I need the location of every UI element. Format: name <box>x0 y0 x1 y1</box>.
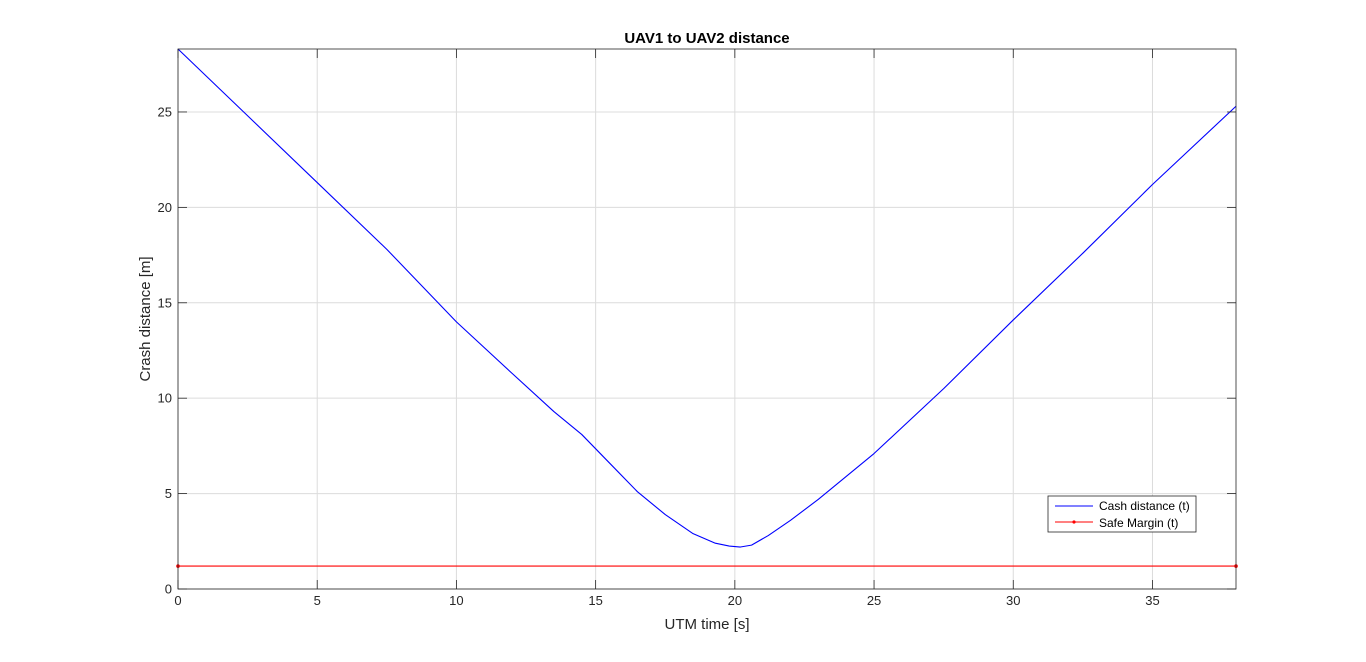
x-tick-label: 30 <box>1006 593 1020 608</box>
y-tick-label: 0 <box>165 582 172 597</box>
y-tick-label: 15 <box>158 295 172 310</box>
y-tick-label: 20 <box>158 200 172 215</box>
x-axis-label: UTM time [s] <box>665 616 750 633</box>
series-layer <box>176 48 1238 568</box>
chart-title: UAV1 to UAV2 distance <box>624 30 789 47</box>
y-tick-label: 25 <box>158 104 172 119</box>
y-axis-label: Crash distance [m] <box>137 256 154 381</box>
x-tick-label: 15 <box>588 593 602 608</box>
x-tick-label: 0 <box>174 593 181 608</box>
legend-marker-safe-margin <box>1072 520 1076 524</box>
legend: Cash distance (t) Safe Margin (t) <box>1047 495 1197 533</box>
x-tick-label: 20 <box>728 593 742 608</box>
x-tick-label: 25 <box>867 593 881 608</box>
axes-box <box>177 48 1237 590</box>
x-tick-label: 10 <box>449 593 463 608</box>
y-tick-label: 5 <box>165 486 172 501</box>
y-tick-label: 10 <box>158 391 172 406</box>
x-tick-label: 35 <box>1145 593 1159 608</box>
legend-label-safe-margin: Safe Margin (t) <box>1099 516 1178 530</box>
legend-box <box>1047 495 1197 533</box>
tick-marks <box>177 49 1236 590</box>
y-tick-labels: 0 5 10 15 20 25 <box>158 104 172 596</box>
x-tick-label: 5 <box>314 593 321 608</box>
series-line-cash-distance <box>177 48 1237 548</box>
x-tick-labels: 0 5 10 15 20 25 30 35 <box>174 593 1159 608</box>
legend-label-cash-distance: Cash distance (t) <box>1099 499 1190 513</box>
